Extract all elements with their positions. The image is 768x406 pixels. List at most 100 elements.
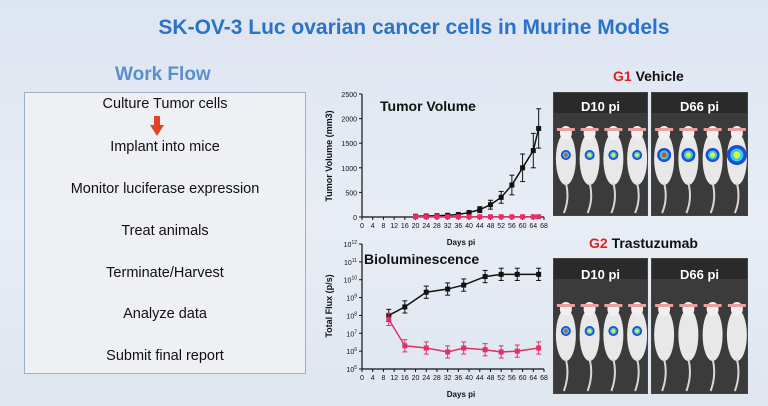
tumor-volume-chart: Tumor Volume Days pi Tumor Volume (mm3) … (324, 92, 548, 247)
data-point (514, 271, 520, 277)
data-point (477, 207, 483, 213)
mice-bioluminescence-image (652, 113, 747, 215)
y-tick-label: 1500 (341, 141, 357, 148)
x-tick-label: 52 (497, 375, 505, 382)
x-tick-label: 28 (433, 223, 441, 230)
workflow-step-monitor: Monitor luciferase expression (70, 181, 260, 197)
data-point (536, 345, 542, 351)
data-point (386, 316, 392, 322)
tumor-volume-title: Tumor Volume (380, 98, 476, 114)
signal-core (635, 153, 639, 157)
mouse-tail (586, 358, 593, 392)
x-tick-label: 8 (381, 223, 385, 230)
data-point (530, 214, 536, 220)
mouse-tail (634, 182, 640, 214)
x-tick-label: 68 (540, 223, 548, 230)
signal-core (733, 151, 741, 159)
g1-d66-image: D66 pi (651, 92, 748, 216)
data-point (455, 214, 461, 220)
data-point (482, 274, 488, 280)
mouse-tail (709, 182, 716, 214)
slide-title: SK-OV-3 Luc ovarian cancer cells in Muri… (158, 16, 670, 39)
data-point (487, 202, 493, 208)
g1-d66-label: D66 pi (679, 99, 719, 114)
tumor-volume-ylabel: Tumor Volume (mm3) (324, 110, 334, 201)
y-tick-label: 105 (346, 365, 357, 374)
x-tick-label: 8 (381, 375, 385, 382)
ear-tag (628, 128, 647, 131)
workflow-step-implant: Implant into mice (110, 139, 220, 155)
g1-d10-label: D10 pi (580, 99, 620, 114)
mouse-tail (610, 182, 616, 214)
series-line (415, 128, 540, 218)
x-tick-label: 32 (444, 223, 452, 230)
data-point (509, 214, 515, 220)
x-tick-label: 56 (508, 223, 516, 230)
data-point (402, 304, 408, 310)
mice-bioluminescence-image (554, 113, 647, 215)
data-point (477, 214, 483, 220)
x-tick-label: 12 (390, 223, 398, 230)
mouse-body (678, 309, 699, 361)
x-tick-label: 16 (401, 223, 409, 230)
y-tick-label: 107 (346, 329, 357, 338)
data-point (461, 345, 467, 351)
mouse-tail (562, 182, 569, 214)
mouse-tail (733, 182, 740, 214)
x-tick-label: 64 (529, 375, 537, 382)
data-point (466, 210, 472, 216)
x-tick-label: 40 (465, 375, 473, 382)
data-point (530, 148, 536, 154)
mice-bioluminescence-image (554, 279, 647, 393)
data-point (434, 214, 440, 220)
x-tick-label: 48 (487, 223, 495, 230)
data-point (413, 214, 419, 220)
workflow-step-terminate: Terminate/Harvest (106, 265, 224, 281)
data-point (520, 165, 526, 171)
y-tick-label: 2000 (341, 117, 357, 124)
x-tick-label: 20 (412, 375, 420, 382)
data-point (445, 214, 451, 220)
data-point (466, 214, 472, 220)
ear-tag (727, 304, 746, 307)
signal-core (635, 329, 639, 333)
workflow-step-analyze: Analyze data (123, 306, 207, 322)
x-tick-label: 24 (422, 223, 430, 230)
x-tick-label: 56 (508, 375, 516, 382)
ear-tag (679, 304, 698, 307)
data-point (445, 286, 451, 292)
x-tick-label: 68 (540, 375, 548, 382)
data-point (402, 343, 408, 349)
workflow-box: Culture Tumor cells Implant into mice Mo… (24, 92, 306, 374)
bioluminescence-chart: Bioluminescence Days pi Total Flux (p/s)… (324, 240, 548, 399)
mouse-tail (586, 182, 593, 214)
x-tick-label: 4 (371, 223, 375, 230)
x-tick-label: 4 (371, 375, 375, 382)
x-tick-label: 44 (476, 223, 484, 230)
ear-tag (703, 128, 722, 131)
x-tick-label: 52 (497, 223, 505, 230)
mouse-body (654, 309, 675, 361)
x-tick-label: 12 (390, 375, 398, 382)
mouse-tail (661, 358, 667, 392)
data-point (482, 347, 488, 353)
x-tick-label: 60 (519, 223, 527, 230)
x-tick-label: 28 (433, 375, 441, 382)
data-point (498, 214, 504, 220)
g2-d66-label: D66 pi (679, 267, 719, 282)
signal-core (685, 152, 691, 158)
mouse-tail (733, 358, 740, 392)
data-point (498, 271, 504, 277)
group2-id: G2 (589, 235, 608, 251)
g2-d10-label: D10 pi (580, 267, 620, 282)
mouse-tail (562, 358, 569, 392)
y-tick-label: 1011 (344, 258, 357, 267)
y-tick-label: 109 (346, 294, 357, 303)
x-tick-label: 64 (529, 223, 537, 230)
x-tick-label: 20 (412, 223, 420, 230)
ear-tag (655, 128, 674, 131)
x-tick-label: 0 (360, 375, 364, 382)
y-tick-label: 1010 (344, 276, 358, 285)
mice-bioluminescence-image (652, 279, 747, 393)
